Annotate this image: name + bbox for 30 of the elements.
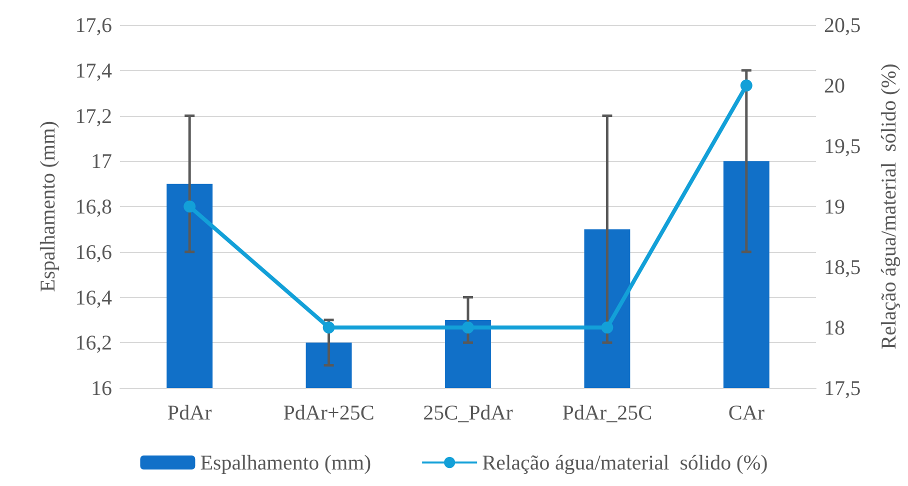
x-tick-label: 25C_PdAr <box>423 400 513 424</box>
y2-tick-label: 19 <box>824 194 845 218</box>
y-tick-label: 16,4 <box>75 285 112 310</box>
y2-tick-label: 18 <box>824 316 845 340</box>
y2-tick-label: 20 <box>824 74 845 98</box>
point <box>184 200 196 212</box>
y-tick-label: 17,6 <box>75 13 112 37</box>
y-tick-label: 17,2 <box>75 104 112 128</box>
y-tick-label: 16,8 <box>75 194 112 218</box>
y-tick-label: 17,4 <box>75 58 112 82</box>
point <box>322 322 335 334</box>
point <box>740 80 752 92</box>
point <box>601 322 614 334</box>
y-tick-label: 17 <box>91 149 112 174</box>
y-tick-label: 16,6 <box>75 240 112 264</box>
y2-tick-label: 18,5 <box>824 255 861 279</box>
x-tick-label: CAr <box>728 400 764 424</box>
y2-tick-label: 17,5 <box>824 376 861 400</box>
legend-label: Relação água/material sólido (%) <box>482 450 768 474</box>
y2-axis-title: Relação água/material sólido (%) <box>876 64 900 350</box>
y-tick-label: 16,2 <box>75 330 112 355</box>
y-axis-title: Espalhamento (mm) <box>36 121 60 292</box>
legend-label: Espalhamento (mm) <box>200 450 372 474</box>
y2-tick-label: 19,5 <box>824 134 861 158</box>
x-tick-label: PdAr+25C <box>283 400 374 424</box>
x-tick-label: PdAr <box>167 400 212 424</box>
y2-tick-label: 20,5 <box>824 13 861 37</box>
y-tick-label: 16 <box>91 376 112 400</box>
point <box>462 322 474 334</box>
x-tick-label: PdAr_25C <box>562 400 652 424</box>
